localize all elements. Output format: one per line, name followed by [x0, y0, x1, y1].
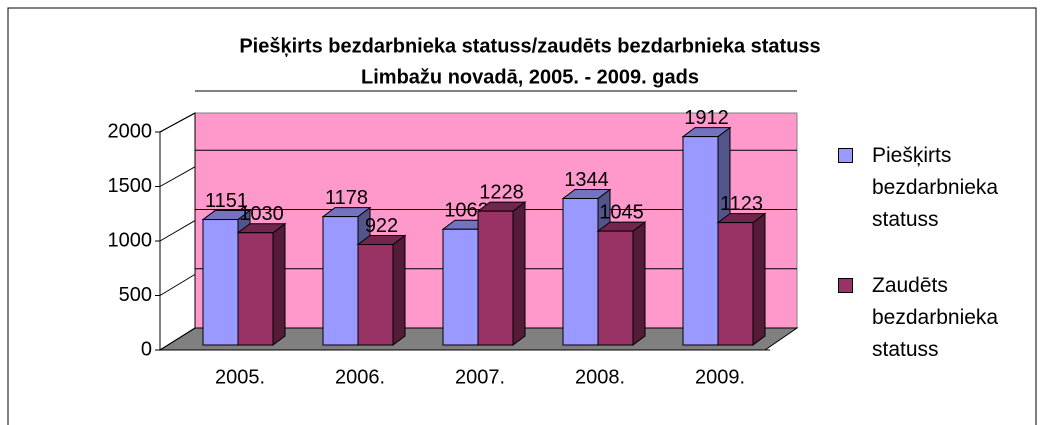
- x-tick-label: 2008.: [575, 366, 625, 388]
- side-wall: [159, 112, 196, 351]
- bar-side: [632, 221, 646, 346]
- y-tick-label: 500: [119, 284, 152, 306]
- y-tick-label: 1500: [108, 175, 153, 197]
- bar: [322, 216, 359, 346]
- data-label: 1228: [479, 181, 524, 203]
- bar-side: [392, 234, 406, 346]
- data-label: 1045: [599, 201, 644, 223]
- y-tick-label: 1000: [108, 229, 153, 251]
- bar-side: [272, 222, 286, 346]
- data-label: 1123: [720, 193, 763, 215]
- bar: [202, 219, 239, 346]
- x-tick-label: 2005.: [215, 366, 265, 388]
- data-label: 1912: [684, 107, 729, 129]
- diagonal-tick: [159, 327, 196, 351]
- x-tick-label: 2007.: [455, 366, 505, 388]
- data-label: 922: [365, 215, 398, 237]
- y-tick-label: 2000: [108, 120, 153, 142]
- diagonal-tick: [159, 112, 196, 133]
- bar: [717, 222, 754, 346]
- bar: [682, 136, 719, 346]
- legend-label: Zaudēts bezdarbnieka statuss: [872, 274, 999, 361]
- legend-swatch: [838, 278, 853, 293]
- bar-side: [752, 212, 766, 346]
- data-label: 1178: [325, 187, 368, 209]
- legend-swatch: [838, 148, 853, 163]
- bar: [477, 210, 514, 346]
- diagonal-tick: [159, 166, 196, 187]
- legend-label: Piešķirts bezdarbnieka statuss: [872, 144, 999, 231]
- frame: [7, 7, 1037, 425]
- bar: [237, 232, 274, 346]
- bar: [562, 198, 599, 346]
- y-tick-label: 0: [141, 338, 152, 360]
- chart-subtitle: Limbažu novadā, 2005. - 2009. gads: [361, 66, 699, 88]
- diagonal-tick: [159, 220, 196, 242]
- bar: [357, 244, 394, 346]
- bar: [442, 228, 479, 346]
- chart-title: Piešķirts bezdarbnieka statuss/zaudēts b…: [239, 35, 820, 57]
- data-label: 1151: [205, 190, 248, 212]
- x-tick-label: 2006.: [335, 366, 385, 388]
- diagonal-tick: [159, 273, 196, 296]
- data-label: 1344: [564, 169, 609, 191]
- data-label: 1030: [239, 203, 284, 225]
- x-tick-label: 2009.: [695, 366, 745, 388]
- bar-side: [512, 201, 526, 346]
- bar: [597, 230, 634, 346]
